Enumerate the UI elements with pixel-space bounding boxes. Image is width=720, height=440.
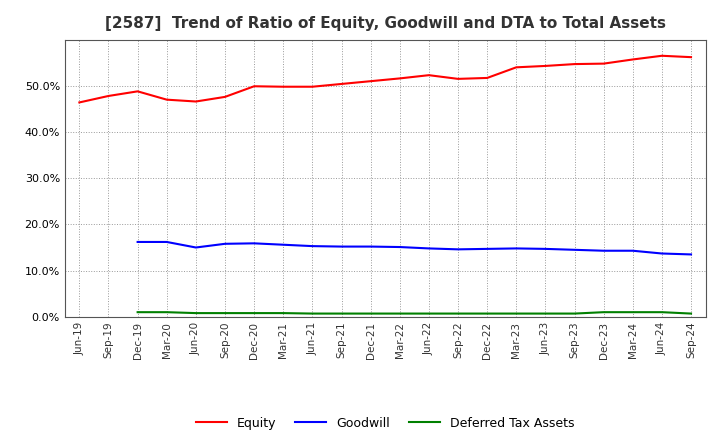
Line: Goodwill: Goodwill: [138, 242, 691, 254]
Deferred Tax Assets: [337, 311, 346, 316]
Equity: [512, 65, 521, 70]
Deferred Tax Assets: [570, 311, 579, 316]
Equity: [163, 97, 171, 102]
Equity: [657, 53, 666, 59]
Goodwill: [425, 246, 433, 251]
Goodwill: [163, 239, 171, 245]
Goodwill: [366, 244, 375, 249]
Goodwill: [541, 246, 550, 252]
Deferred Tax Assets: [133, 309, 142, 315]
Equity: [104, 93, 113, 99]
Goodwill: [483, 246, 492, 252]
Deferred Tax Assets: [599, 309, 608, 315]
Title: [2587]  Trend of Ratio of Equity, Goodwill and DTA to Total Assets: [2587] Trend of Ratio of Equity, Goodwil…: [104, 16, 666, 32]
Deferred Tax Assets: [308, 311, 317, 316]
Goodwill: [599, 248, 608, 253]
Deferred Tax Assets: [512, 311, 521, 316]
Goodwill: [337, 244, 346, 249]
Goodwill: [75, 314, 84, 319]
Deferred Tax Assets: [104, 314, 113, 319]
Deferred Tax Assets: [250, 311, 258, 316]
Equity: [308, 84, 317, 89]
Goodwill: [570, 247, 579, 253]
Deferred Tax Assets: [454, 311, 462, 316]
Deferred Tax Assets: [192, 311, 200, 316]
Equity: [541, 63, 550, 69]
Equity: [395, 76, 404, 81]
Equity: [133, 89, 142, 94]
Equity: [192, 99, 200, 104]
Deferred Tax Assets: [483, 311, 492, 316]
Equity: [599, 61, 608, 66]
Goodwill: [192, 245, 200, 250]
Goodwill: [250, 241, 258, 246]
Equity: [250, 84, 258, 89]
Goodwill: [279, 242, 287, 247]
Goodwill: [629, 248, 637, 253]
Deferred Tax Assets: [366, 311, 375, 316]
Equity: [337, 81, 346, 87]
Line: Equity: Equity: [79, 56, 691, 103]
Equity: [425, 73, 433, 78]
Deferred Tax Assets: [220, 311, 229, 316]
Goodwill: [104, 314, 113, 319]
Goodwill: [657, 251, 666, 256]
Equity: [366, 78, 375, 84]
Deferred Tax Assets: [629, 309, 637, 315]
Equity: [687, 55, 696, 60]
Equity: [75, 100, 84, 105]
Equity: [454, 76, 462, 81]
Goodwill: [454, 247, 462, 252]
Deferred Tax Assets: [279, 311, 287, 316]
Goodwill: [512, 246, 521, 251]
Deferred Tax Assets: [163, 309, 171, 315]
Deferred Tax Assets: [657, 309, 666, 315]
Equity: [220, 94, 229, 99]
Deferred Tax Assets: [395, 311, 404, 316]
Line: Deferred Tax Assets: Deferred Tax Assets: [138, 312, 691, 314]
Deferred Tax Assets: [75, 314, 84, 319]
Deferred Tax Assets: [425, 311, 433, 316]
Deferred Tax Assets: [541, 311, 550, 316]
Legend: Equity, Goodwill, Deferred Tax Assets: Equity, Goodwill, Deferred Tax Assets: [191, 412, 580, 435]
Equity: [483, 75, 492, 81]
Deferred Tax Assets: [687, 311, 696, 316]
Equity: [570, 62, 579, 67]
Goodwill: [687, 252, 696, 257]
Goodwill: [133, 239, 142, 245]
Equity: [629, 57, 637, 62]
Goodwill: [308, 243, 317, 249]
Equity: [279, 84, 287, 89]
Goodwill: [220, 241, 229, 246]
Goodwill: [395, 244, 404, 249]
